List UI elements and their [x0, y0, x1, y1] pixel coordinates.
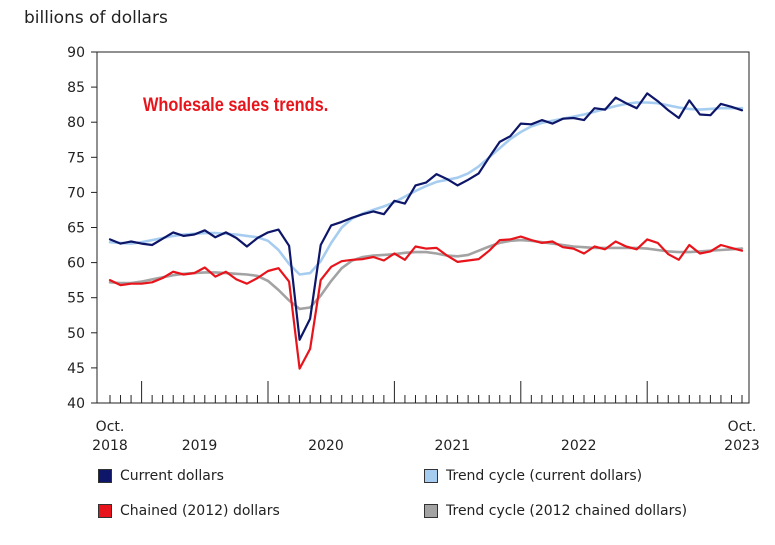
y-tick-label-65: 65: [67, 221, 85, 237]
plot-area-frame: [96, 51, 750, 404]
y-tick-label-60: 60: [67, 256, 85, 272]
chart-annotation: Wholesale sales trends.: [143, 95, 329, 116]
x-year-label-2021: 2021: [435, 438, 471, 454]
x-year-label-2019: 2019: [182, 438, 218, 454]
x-axis: Oct. 2018 Oct. 2023 2019 2020 2021 2022: [92, 381, 760, 454]
x-start-label-0: Oct.: [96, 419, 125, 435]
y-tick-label-50: 50: [67, 326, 85, 342]
x-end-label-1: 2023: [724, 438, 760, 454]
y-tick-label-90: 90: [67, 45, 85, 61]
y-tick-label-85: 85: [67, 80, 85, 96]
y-tick-label-75: 75: [67, 150, 85, 166]
y-tick-label-55: 55: [67, 291, 85, 307]
y-tick-label-70: 70: [67, 185, 85, 201]
y-tick-label-45: 45: [67, 361, 85, 377]
y-tick-label-80: 80: [67, 115, 85, 131]
x-start-label-1: 2018: [92, 438, 128, 454]
series-line-current-dollars: [108, 92, 744, 341]
y-tick-label-40: 40: [67, 396, 85, 412]
x-year-label-2022: 2022: [561, 438, 597, 454]
y-axis: 40 45 50 55 60 65 70 75 80 85 90: [67, 45, 97, 412]
series-line-trend-cycle-current-dollars-: [108, 101, 744, 276]
series-line-chained-2012-dollars: [108, 235, 744, 370]
x-year-label-2020: 2020: [308, 438, 344, 454]
x-end-label-0: Oct.: [728, 419, 757, 435]
y-axis-label: billions of dollars: [24, 8, 168, 28]
series-layer: [108, 92, 744, 370]
